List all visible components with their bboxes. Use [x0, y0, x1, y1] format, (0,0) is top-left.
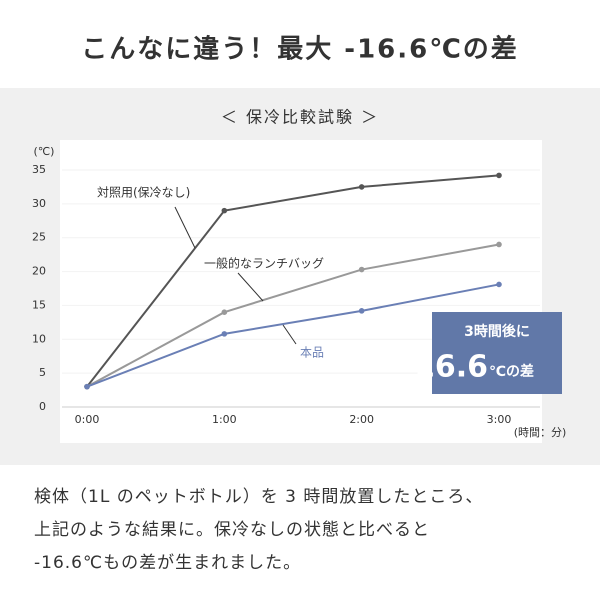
callout-unit: ℃の差 — [489, 363, 534, 380]
description-line: 検体（1L のペットボトル）を 3 時間放置したところ、 — [34, 487, 483, 507]
chart-subtitle: ＜ 保冷比較試験 ＞ — [221, 108, 379, 127]
data-point — [496, 281, 502, 288]
page-title: こんなに違う！最大 -16.6℃の差 — [81, 34, 518, 65]
leader-line — [174, 206, 196, 249]
data-point — [358, 266, 365, 273]
callout-line: 3時間後に — [464, 323, 530, 340]
series-line — [86, 283, 500, 388]
series-label: 対照用(保冷なし) — [97, 186, 190, 200]
callout-value: 16.6 — [414, 350, 488, 385]
x-tick-label: 2:00 — [349, 413, 374, 426]
data-point — [496, 241, 502, 248]
data-point — [358, 184, 365, 190]
y-tick-label: 20 — [32, 265, 46, 278]
y-tick-label: 35 — [32, 163, 46, 176]
data-point — [221, 309, 228, 316]
data-point — [496, 172, 502, 179]
data-point — [221, 207, 228, 214]
data-point — [358, 308, 365, 314]
y-tick-label: 0 — [39, 400, 46, 413]
series-line — [86, 174, 500, 388]
x-axis-label: (時間：分) — [514, 426, 567, 439]
data-point — [221, 331, 228, 337]
y-tick-label: 15 — [32, 298, 46, 311]
x-tick-label: 1:00 — [212, 413, 237, 426]
leader-line — [237, 272, 264, 302]
series-label: 一般的なランチバッグ — [204, 256, 324, 271]
series-line — [86, 243, 500, 388]
callout-box — [432, 312, 562, 394]
leader-line — [282, 324, 297, 345]
description-line: -16.6℃もの差が生まれました。 — [34, 553, 301, 573]
y-tick-label: 5 — [39, 366, 46, 379]
x-tick-label: 0:00 — [75, 413, 100, 426]
y-axis-label: (℃) — [34, 145, 55, 158]
y-tick-label: 25 — [32, 231, 46, 244]
data-point — [84, 383, 90, 390]
series-label: 本品 — [300, 346, 324, 360]
x-tick-label: 3:00 — [487, 413, 512, 426]
y-tick-label: 10 — [32, 332, 46, 345]
description-line: 上記のような結果に。保冷なしの状態と比べると — [34, 520, 430, 540]
callout: 3時間後に 16.6 ℃の差 — [414, 312, 562, 394]
y-tick-label: 30 — [32, 197, 46, 210]
